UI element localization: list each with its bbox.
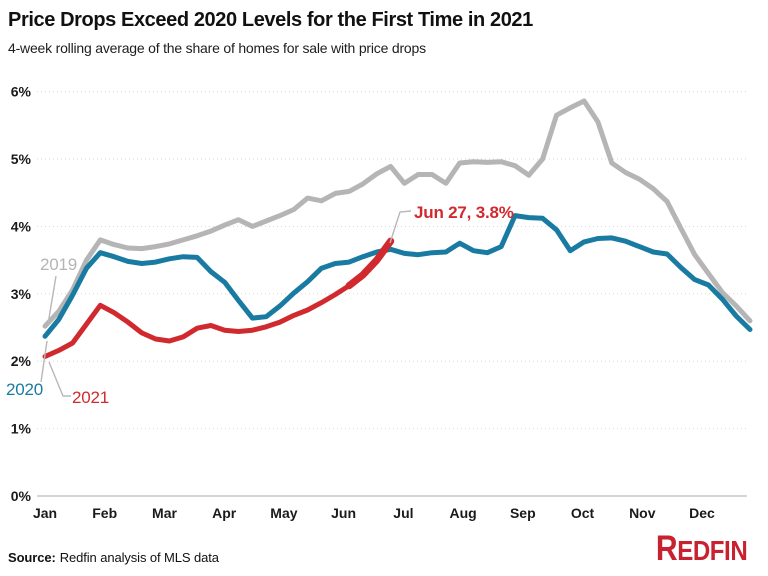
annotation-2020: 2020 bbox=[6, 380, 43, 399]
series-2019-line bbox=[42, 98, 753, 329]
x-tick-label: Dec bbox=[689, 505, 715, 521]
y-tick-label: 1% bbox=[11, 421, 32, 437]
x-tick-label: Sep bbox=[510, 505, 536, 521]
annotation-leader-line bbox=[48, 361, 71, 397]
x-tick-label: Jan bbox=[33, 505, 57, 521]
x-tick-label: Aug bbox=[449, 505, 476, 521]
redfin-logo-rest: EDFIN bbox=[676, 535, 748, 566]
x-tick-label: Oct bbox=[571, 505, 595, 521]
page-subtitle: 4-week rolling average of the share of h… bbox=[8, 40, 426, 56]
x-tick-label: Nov bbox=[629, 505, 656, 521]
series-2021-line-tip bbox=[345, 237, 395, 290]
y-tick-label: 3% bbox=[11, 286, 32, 302]
annotation-leader-line bbox=[40, 340, 48, 383]
x-tick-label: Mar bbox=[152, 505, 177, 521]
y-tick-label: 2% bbox=[11, 353, 32, 369]
x-tick-label: Feb bbox=[92, 505, 117, 521]
series-2020-line bbox=[42, 213, 753, 339]
source-note: Source: Redfin analysis of MLS data bbox=[8, 550, 219, 565]
page-title: Price Drops Exceed 2020 Levels for the F… bbox=[8, 9, 533, 31]
y-tick-label: 6% bbox=[11, 84, 32, 100]
y-tick-label: 5% bbox=[11, 151, 32, 167]
x-tick-label: May bbox=[270, 505, 297, 521]
annotation-2021: 2021 bbox=[72, 388, 109, 407]
x-tick-label: Apr bbox=[212, 505, 237, 521]
x-tick-label: Jul bbox=[393, 505, 413, 521]
redfin-logo-first-letter: R bbox=[655, 529, 678, 568]
annotation-jun-27-3.8-: Jun 27, 3.8% bbox=[414, 203, 514, 222]
redfin-logo: REDFIN bbox=[655, 529, 748, 569]
source-label: Source: bbox=[8, 550, 56, 565]
annotation-leader-line bbox=[389, 210, 412, 244]
series-2021-line bbox=[42, 238, 394, 359]
y-tick-label: 4% bbox=[11, 218, 32, 234]
annotation-leader-line bbox=[47, 275, 57, 325]
annotation-2019: 2019 bbox=[40, 255, 77, 274]
y-tick-label: 0% bbox=[11, 488, 32, 504]
source-text: Redfin analysis of MLS data bbox=[59, 550, 219, 565]
x-tick-label: Jun bbox=[331, 505, 356, 521]
